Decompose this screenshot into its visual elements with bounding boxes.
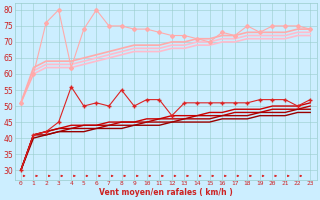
X-axis label: Vent moyen/en rafales ( km/h ): Vent moyen/en rafales ( km/h ) — [99, 188, 232, 197]
